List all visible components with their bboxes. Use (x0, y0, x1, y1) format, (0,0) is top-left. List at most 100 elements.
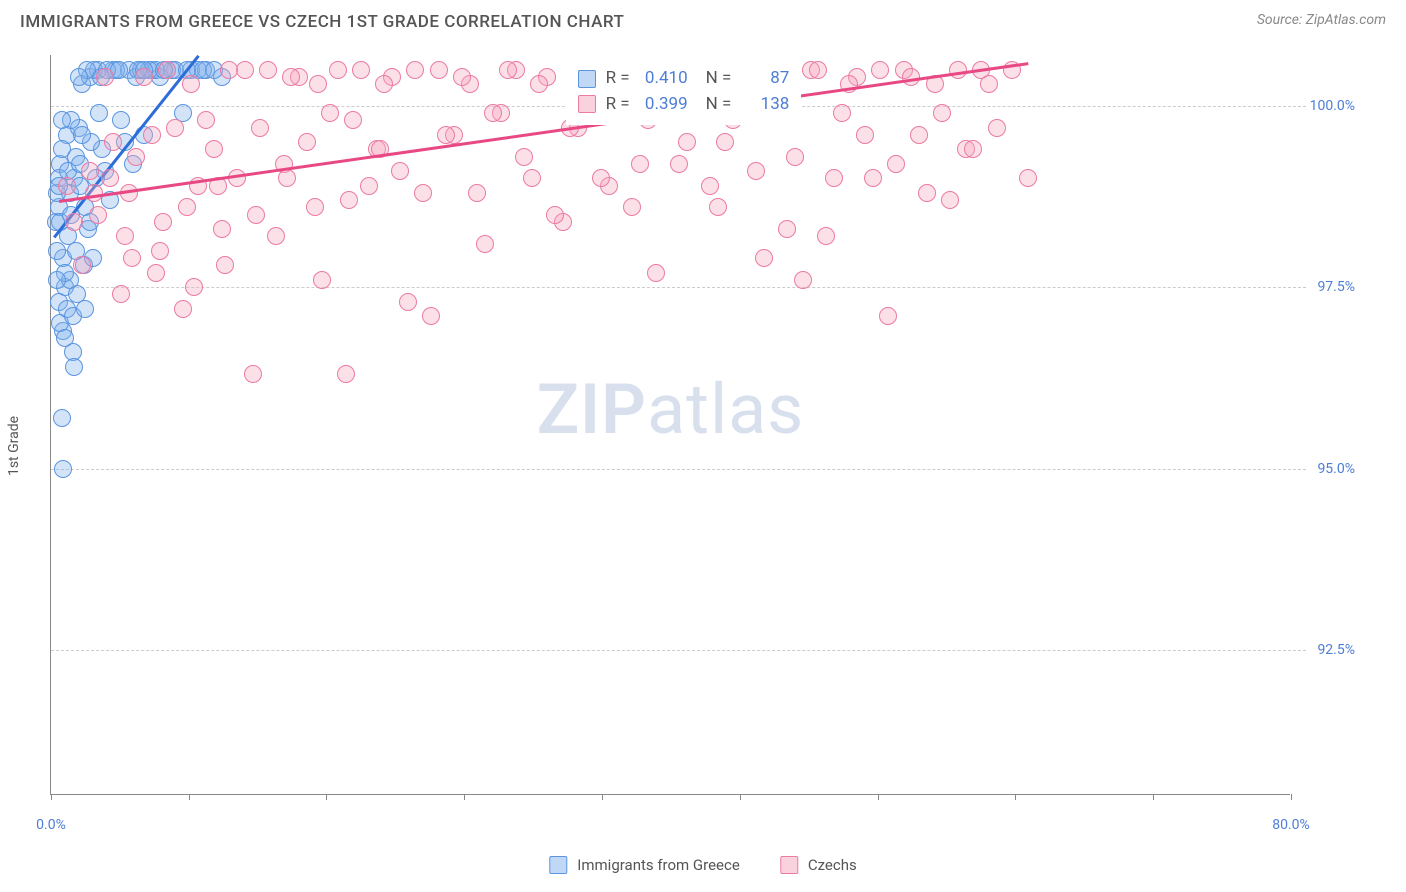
stats-n-label: N = (706, 92, 732, 118)
scatter-point (918, 184, 936, 202)
scatter-point (344, 111, 362, 129)
scatter-point (197, 111, 215, 129)
scatter-point (182, 75, 200, 93)
scatter-point (964, 140, 982, 158)
xtick (464, 794, 465, 800)
scatter-point (631, 155, 649, 173)
watermark-zip: ZIP (537, 369, 647, 451)
scatter-point (73, 256, 91, 274)
scatter-point (48, 271, 66, 289)
scatter-point (709, 198, 727, 216)
scatter-point (282, 68, 300, 86)
ytick-label: 92.5% (1295, 642, 1355, 658)
scatter-point (96, 68, 114, 86)
watermark: ZIPatlas (537, 369, 805, 451)
xtick (1015, 794, 1016, 800)
scatter-point (247, 206, 265, 224)
scatter-point (329, 61, 347, 79)
scatter-point (89, 206, 107, 224)
scatter-point (340, 191, 358, 209)
scatter-point (399, 293, 417, 311)
scatter-point (786, 148, 804, 166)
scatter-point (437, 126, 455, 144)
ytick-label: 100.0% (1295, 98, 1355, 114)
scatter-point (794, 271, 812, 289)
scatter-point (123, 249, 141, 267)
scatter-point (678, 133, 696, 151)
scatter-point (65, 213, 83, 231)
scatter-point (112, 111, 130, 129)
chart-title: IMMIGRANTS FROM GREECE VS CZECH 1ST GRAD… (20, 12, 624, 32)
stats-r-label: R = (606, 92, 630, 118)
watermark-atlas: atlas (647, 369, 804, 451)
scatter-point (391, 162, 409, 180)
gridline-h (51, 469, 1306, 470)
scatter-point (1019, 169, 1037, 187)
scatter-point (988, 119, 1006, 137)
xtick (51, 794, 52, 800)
y-axis-label: 1st Grade (6, 416, 22, 476)
stats-r-label: R = (606, 66, 630, 92)
scatter-point (174, 300, 192, 318)
legend-swatch-blue (549, 856, 567, 874)
xtick (1291, 794, 1292, 800)
scatter-point (313, 271, 331, 289)
scatter-point (104, 133, 122, 151)
scatter-point (147, 264, 165, 282)
scatter-point (220, 61, 238, 79)
header: IMMIGRANTS FROM GREECE VS CZECH 1ST GRAD… (0, 0, 1406, 40)
scatter-point (484, 104, 502, 122)
scatter-point (127, 148, 145, 166)
scatter-point (546, 206, 564, 224)
scatter-point (259, 61, 277, 79)
scatter-point (856, 126, 874, 144)
scatter-point (58, 177, 76, 195)
scatter-point (949, 61, 967, 79)
scatter-point (499, 61, 517, 79)
legend-swatch-pink (780, 856, 798, 874)
gridline-h (51, 650, 1306, 651)
scatter-point (112, 285, 130, 303)
xtick-label-right: 80.0% (1272, 817, 1310, 833)
scatter-point (809, 61, 827, 79)
scatter-point (154, 213, 172, 231)
scatter-point (360, 177, 378, 195)
scatter-point (205, 140, 223, 158)
scatter-point (158, 61, 176, 79)
scatter-point (166, 119, 184, 137)
scatter-point (701, 177, 719, 195)
scatter-point (414, 184, 432, 202)
scatter-point (54, 460, 72, 478)
scatter-point (216, 256, 234, 274)
scatter-point (178, 198, 196, 216)
stats-swatch (578, 70, 596, 88)
scatter-point (375, 75, 393, 93)
stats-row: R =0.410N =87 (578, 66, 790, 92)
stats-swatch (578, 95, 596, 113)
scatter-point (406, 61, 424, 79)
scatter-point (716, 133, 734, 151)
scatter-point (53, 111, 71, 129)
scatter-point (267, 227, 285, 245)
source-label: Source: ZipAtlas.com (1257, 12, 1386, 28)
scatter-point (213, 220, 231, 238)
scatter-point (647, 264, 665, 282)
stats-row: R =0.399N =138 (578, 92, 790, 118)
legend: Immigrants from Greece Czechs (549, 856, 856, 874)
scatter-point (468, 184, 486, 202)
scatter-point (825, 169, 843, 187)
scatter-point (879, 307, 897, 325)
scatter-point (321, 104, 339, 122)
xtick (740, 794, 741, 800)
chart-container: ZIPatlas 92.5%95.0%97.5%100.0%0.0%80.0%R… (50, 55, 1360, 825)
scatter-point (251, 119, 269, 137)
scatter-point (306, 198, 324, 216)
xtick (878, 794, 879, 800)
scatter-point (90, 104, 108, 122)
scatter-point (453, 68, 471, 86)
scatter-point (871, 61, 889, 79)
scatter-point (70, 68, 88, 86)
scatter-point (592, 169, 610, 187)
scatter-point (833, 104, 851, 122)
scatter-point (151, 242, 169, 260)
